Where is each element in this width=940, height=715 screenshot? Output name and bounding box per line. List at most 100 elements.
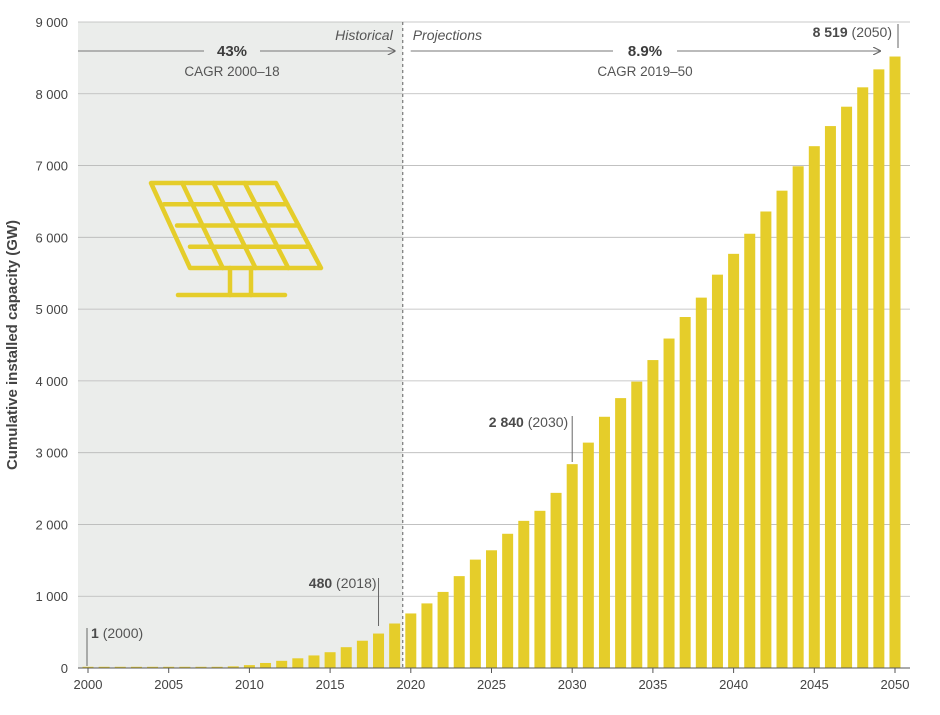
historical-label: Historical [335,27,393,43]
bar-2006 [179,666,191,668]
historical-shade [78,22,403,668]
bar-2032 [598,416,610,668]
bar-2000 [82,666,94,668]
bar-2013 [292,658,304,668]
bar-2048 [857,87,869,669]
x-tick-label: 2030 [558,677,587,692]
x-tick-label: 2010 [235,677,264,692]
y-axis-label: Cumulative installed capacity (GW) [4,220,21,470]
bar-2042 [760,211,772,668]
bar-2049 [873,69,885,668]
bar-2001 [98,666,110,668]
bar-2018 [373,633,385,668]
cagr-historical-label: CAGR 2000–18 [184,64,279,79]
y-tick-label: 4 000 [35,374,68,389]
bar-2008 [211,666,223,668]
cagr-projection-label: CAGR 2019–50 [597,64,692,79]
bar-2027 [518,520,530,668]
solar-panel-icon [148,180,324,298]
x-tick-label: 2035 [638,677,667,692]
bar-2011 [260,662,272,668]
y-tick-label: 8 000 [35,87,68,102]
annotation-year-2018: (2018) [336,575,376,591]
annotation-year-2050: (2050) [852,24,892,40]
cagr-arrows: 43% CAGR 2000–18 8.9% CAGR 2019–50 [78,43,880,79]
bar-2034 [631,381,643,668]
annotation-year-2030: (2030) [528,414,568,430]
y-tick-label: 9 000 [35,15,68,30]
y-tick-label: 2 000 [35,517,68,532]
annotation-2050: 8 519 (2050) [813,24,892,40]
bar-2022 [437,591,449,668]
bar-2050 [889,56,901,669]
bar-2046 [824,126,836,669]
annotation-2000: 1 (2000) [91,625,143,641]
bar-2033 [615,398,627,668]
bar-2004 [147,666,159,668]
bar-2021 [421,603,433,668]
annotation-2018: 480 (2018) [309,575,377,591]
bars [82,56,901,669]
bar-2030 [566,464,578,668]
annotation-value-2050: 8 519 [813,24,848,40]
annotation-value-2000: 1 [91,625,99,641]
bar-2043 [776,190,788,668]
y-tick-label: 0 [61,661,68,676]
x-tick-label: 2020 [396,677,425,692]
x-axis-ticks: 2000 2005 2010 2015 2020 2025 2030 2035 2040 2045… [74,668,910,692]
bar-2028 [534,510,546,668]
annotation-2030: 2 840 (2030) [489,414,568,430]
bar-2014 [308,655,320,668]
x-tick-label: 2015 [316,677,345,692]
annotation-value-2018: 480 [309,575,333,591]
bar-2040 [728,253,740,668]
projections-label: Projections [413,27,482,43]
x-tick-label: 2040 [719,677,748,692]
bar-2041 [744,233,756,668]
cagr-historical-value: 43% [217,43,247,60]
bar-2026 [502,533,514,668]
bar-2016 [340,647,352,668]
bar-2015 [324,652,336,668]
grid-lines [78,21,910,597]
bar-2044 [792,166,804,669]
x-tick-label: 2045 [800,677,829,692]
bar-2035 [647,360,659,668]
y-tick-label: 6 000 [35,230,68,245]
bar-2047 [841,106,853,669]
bar-2007 [195,666,207,668]
y-tick-label: 7 000 [35,159,68,174]
bar-2020 [405,613,417,668]
bar-2009 [227,666,239,668]
y-tick-label: 5 000 [35,302,68,317]
bar-2025 [486,550,497,668]
x-tick-label: 2025 [477,677,506,692]
bar-2031 [582,442,594,668]
bar-2038 [695,297,707,668]
bar-2039 [711,274,723,668]
bar-2017 [356,640,368,668]
y-tick-label: 3 000 [35,446,68,461]
bar-2023 [453,576,465,668]
x-tick-label: 2000 [74,677,103,692]
cagr-projection-value: 8.9% [628,43,662,60]
x-tick-label: 2005 [154,677,183,692]
bar-2005 [163,666,175,668]
bar-2012 [276,660,288,668]
bar-2024 [469,559,481,668]
x-tick-label: 2050 [881,677,910,692]
annotation-value-2030: 2 840 [489,414,524,430]
bar-2010 [243,665,255,668]
y-tick-label: 1 000 [35,589,68,604]
bar-2002 [114,666,126,668]
bar-2003 [130,666,142,668]
y-axis-ticks: 0 1 000 2 000 3 000 4 000 5 000 6 000 7 000 8 00… [35,15,68,676]
annotation-year-2000: (2000) [103,625,143,641]
value-annotations: 1 (2000) 480 (2018) 2 840 (2030) 8 519 (205… [86,24,899,666]
bar-2029 [550,492,562,668]
bar-2037 [679,317,691,668]
bar-2045 [808,146,820,669]
bar-2019 [389,623,401,668]
bar-2036 [663,338,675,668]
